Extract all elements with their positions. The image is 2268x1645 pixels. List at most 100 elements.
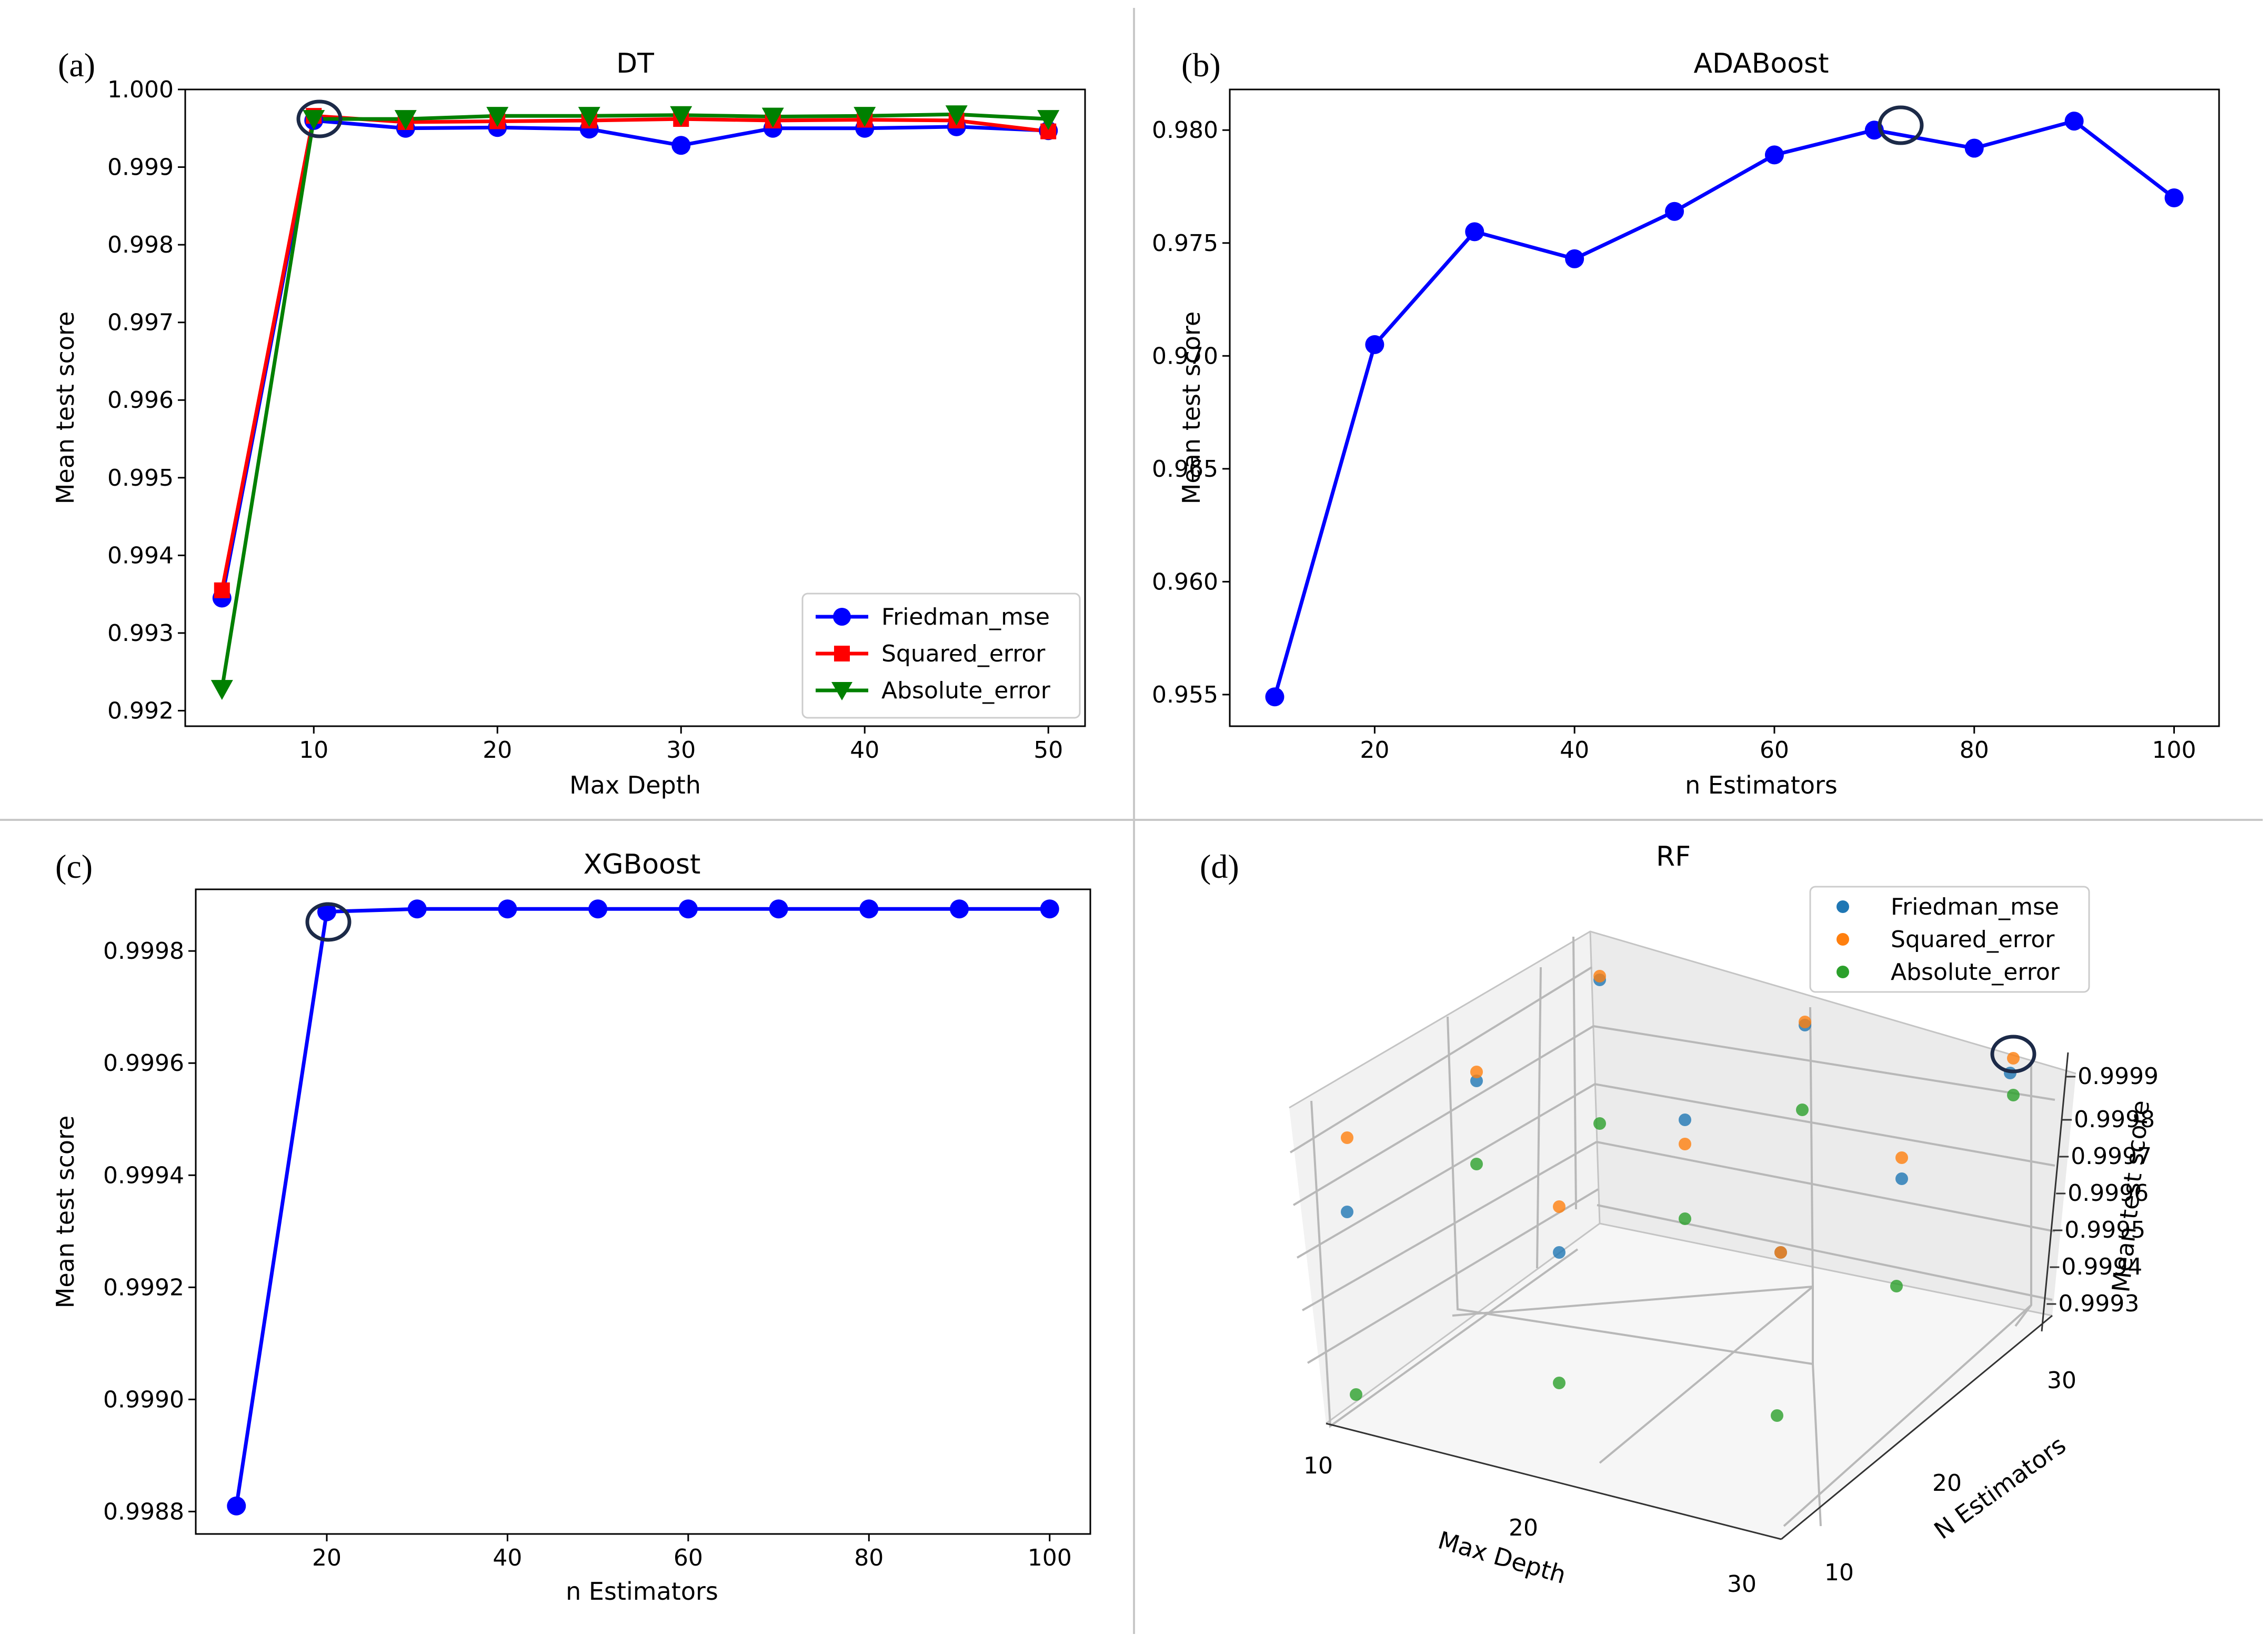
y-tick-label-b: 0.970 (1152, 343, 1218, 369)
data-point-adaboost (1265, 687, 1284, 707)
x-tick-label-c: 100 (1028, 1544, 1072, 1571)
y-ticks-b: 0.955 0.960 0.965 0.970 0.975 0.980 (1152, 117, 1230, 708)
y-tick-label-c: 0.9998 (103, 938, 184, 965)
series-line-friedman_mse (220, 118, 1049, 599)
z-tick-label-d: 0.9993 (2058, 1290, 2139, 1317)
rf-point-absolute_error (1350, 1388, 1362, 1401)
panel-label-a: (a) (58, 46, 95, 84)
best-point-highlight-b (1878, 105, 1924, 145)
x-tick-3d-10: 10 (1303, 1452, 1333, 1479)
legend-label-absolute: Absolute_error (881, 677, 1051, 704)
z-axis-line-3d (2041, 1052, 2069, 1332)
y-tick-3d-10: 10 (1824, 1559, 1854, 1586)
x-tick-label-c: 80 (854, 1544, 884, 1571)
y-tick-label-a: 0.997 (107, 309, 174, 336)
data-point-xgboost (950, 899, 969, 919)
series-line-adaboost (1273, 119, 2175, 698)
rf-point-absolute_error (1679, 1212, 1691, 1225)
series-lines-a (220, 112, 1049, 689)
x-ticks-c: 20 40 60 80 100 (312, 1534, 1072, 1571)
y-tick-label-b: 0.975 (1152, 230, 1218, 257)
x-axis-line-3d (1326, 1422, 1782, 1540)
data-point-absolute_error (210, 680, 233, 700)
data-point-adaboost (1565, 249, 1584, 268)
data-point-absolute_error (945, 105, 968, 126)
grid-lines-3d (1289, 936, 2055, 1527)
data-point-absolute_error (486, 107, 509, 127)
data-point-absolute_error (578, 107, 600, 127)
chart-title-rf: RF (1656, 841, 1691, 872)
data-point-xgboost (227, 1496, 246, 1516)
series-markers-b (1265, 112, 2184, 707)
x-tick-label-a: 10 (299, 737, 328, 764)
rf-point-squared_error (1799, 1016, 1811, 1028)
x-tick-label-c: 40 (493, 1544, 522, 1571)
series-markers-c (227, 899, 1059, 1516)
panel-d-rf: (d) RF (1200, 841, 2159, 1598)
z-tick-label-d: 0.9994 (2061, 1253, 2142, 1280)
panel-label-d: (d) (1200, 848, 1239, 885)
legend-label-friedman: Friedman_mse (881, 604, 1050, 630)
rf-point-absolute_error (2007, 1089, 2020, 1101)
y-tick-label-a: 0.998 (107, 232, 174, 258)
x-tick-label-b: 20 (1360, 737, 1389, 764)
data-point-absolute_error (394, 110, 417, 131)
y-tick-label-c: 0.9990 (103, 1386, 184, 1413)
data-point-xgboost (498, 899, 517, 919)
y-tick-label-a: 1.000 (107, 76, 174, 103)
y-axis-label-a: Mean test score (51, 312, 79, 505)
y-tick-label-c: 0.9996 (103, 1050, 184, 1077)
data-point-xgboost (678, 899, 698, 919)
series-line-xgboost (234, 907, 1050, 1507)
legend-marker-absolute (831, 682, 852, 700)
x-tick-label-a: 40 (850, 737, 879, 764)
series-lines-b (1273, 119, 2175, 698)
x-ticks-a: 10 20 30 40 50 (299, 726, 1063, 764)
x-tick-label-a: 30 (666, 737, 696, 764)
x-tick-label-b: 100 (2152, 737, 2196, 764)
z-tick-label-d: 0.9999 (2078, 1063, 2159, 1090)
x-axis-label-a: Max Depth (569, 771, 701, 799)
y-axis-label-c: Mean test score (51, 1116, 79, 1309)
data-point-xgboost (769, 899, 788, 919)
legend-box-d (1809, 886, 2090, 993)
rf-point-friedman_mse (1553, 1246, 1565, 1259)
data-point-absolute_error (761, 107, 784, 128)
y-tick-label-a: 0.996 (107, 387, 174, 414)
data-point-absolute_error (303, 110, 325, 131)
y-tick-label-c: 0.9988 (103, 1498, 184, 1525)
data-point-adaboost (2164, 188, 2184, 207)
x-tick-label-a: 50 (1033, 737, 1063, 764)
y-tick-label-a: 0.995 (107, 465, 174, 492)
rf-point-squared_error (1774, 1246, 1787, 1259)
data-point-adaboost (1665, 202, 1684, 221)
legend-label-rf-friedman: Friedman_mse (1891, 894, 2059, 920)
x-tick-label-a: 20 (483, 737, 512, 764)
legend-label-squared: Squared_error (881, 640, 1046, 667)
rf-point-absolute_error (1593, 1117, 1606, 1130)
legend-a: Friedman_mse Squared_error Absolute_erro… (801, 593, 1081, 719)
legend-box-a (801, 593, 1081, 719)
pane-left (1289, 931, 1600, 1423)
y-tick-label-a: 0.993 (107, 620, 174, 647)
y-ticks-a: 0.992 0.993 0.994 0.995 0.996 0.997 0.998 0.999… (107, 76, 185, 724)
data-point-adaboost (1465, 222, 1484, 242)
data-point-adaboost (1964, 138, 1984, 158)
best-point-highlight-c (305, 902, 352, 942)
rf-point-squared_error (1679, 1138, 1691, 1150)
rf-point-absolute_error (1796, 1104, 1809, 1116)
data-point-xgboost (317, 902, 336, 921)
z-tick-label-d: 0.9998 (2074, 1106, 2155, 1133)
rf-point-friedman_mse (1679, 1114, 1691, 1126)
x-tick-label-b: 60 (1760, 737, 1789, 764)
y-tick-label-c: 0.9992 (103, 1274, 184, 1301)
y-tick-label-a: 0.999 (107, 154, 174, 181)
data-point-adaboost (2064, 112, 2084, 131)
y-tick-label-a: 0.994 (107, 542, 174, 569)
x-axis-label-d: Max Depth (1435, 1526, 1569, 1589)
rf-point-squared_error (1593, 970, 1606, 982)
z-tick-label-d: 0.9996 (2068, 1180, 2149, 1207)
x-tick-label-b: 40 (1560, 737, 1589, 764)
y-tick-label-b: 0.965 (1152, 456, 1218, 483)
